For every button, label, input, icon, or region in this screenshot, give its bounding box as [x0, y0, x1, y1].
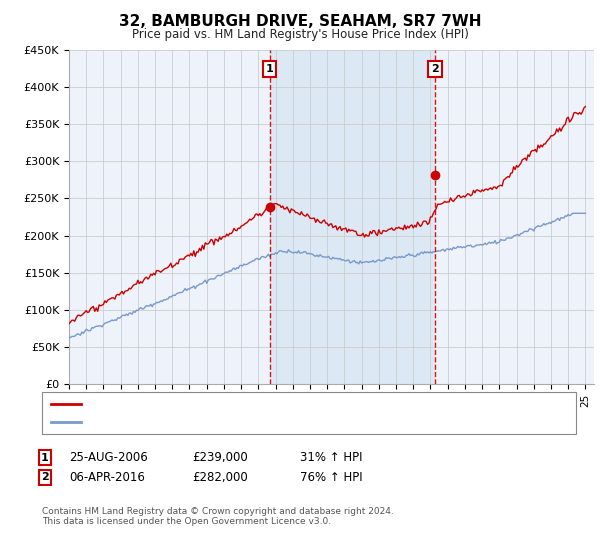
Text: Contains HM Land Registry data © Crown copyright and database right 2024.
This d: Contains HM Land Registry data © Crown c… [42, 507, 394, 526]
Text: 1: 1 [266, 64, 274, 74]
Text: 2: 2 [431, 64, 439, 74]
Bar [269, 50, 435, 384]
Text: 32, BAMBURGH DRIVE, SEAHAM, SR7 7WH: 32, BAMBURGH DRIVE, SEAHAM, SR7 7WH [119, 14, 481, 29]
Text: 31% ↑ HPI: 31% ↑ HPI [300, 451, 362, 464]
Text: 06-APR-2016: 06-APR-2016 [69, 470, 145, 484]
Text: 1: 1 [41, 452, 49, 463]
Text: £239,000: £239,000 [192, 451, 248, 464]
Text: 32, BAMBURGH DRIVE, SEAHAM, SR7 7WH (detached house): 32, BAMBURGH DRIVE, SEAHAM, SR7 7WH (det… [87, 399, 403, 409]
Text: £282,000: £282,000 [192, 470, 248, 484]
Text: Price paid vs. HM Land Registry's House Price Index (HPI): Price paid vs. HM Land Registry's House … [131, 28, 469, 41]
Text: HPI: Average price, detached house, County Durham: HPI: Average price, detached house, Coun… [87, 417, 362, 427]
Text: 2: 2 [41, 472, 49, 482]
Text: 25-AUG-2006: 25-AUG-2006 [69, 451, 148, 464]
Text: 76% ↑ HPI: 76% ↑ HPI [300, 470, 362, 484]
